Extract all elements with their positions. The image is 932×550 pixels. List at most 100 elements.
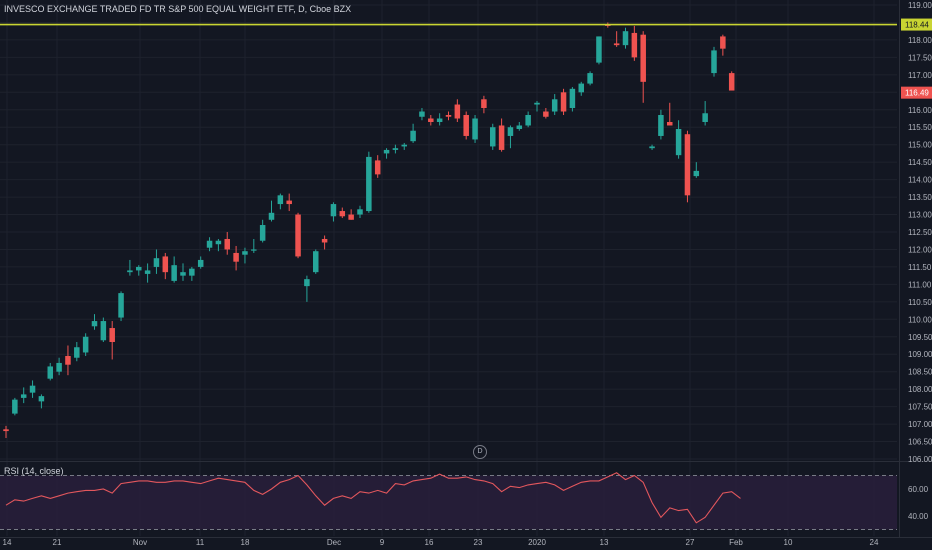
candle[interactable] — [304, 275, 310, 302]
candle-body — [383, 149, 390, 154]
time-axis[interactable]: 14 21 Nov 11 18 Dec 9 16 23 2020 13 27 Feb 10 24 — [3, 538, 879, 547]
candle[interactable] — [313, 249, 319, 274]
candle[interactable] — [82, 333, 89, 356]
candle[interactable] — [711, 46, 717, 77]
candle[interactable] — [259, 219, 266, 243]
candle[interactable] — [596, 36, 602, 65]
candle[interactable] — [728, 71, 735, 91]
candle[interactable] — [374, 155, 381, 178]
timeframe-marker-button[interactable]: D — [473, 445, 487, 459]
candle[interactable] — [74, 342, 80, 362]
rsi-label[interactable]: RSI (14, close) — [4, 466, 64, 476]
candle[interactable] — [321, 235, 328, 250]
candle[interactable] — [693, 162, 700, 178]
rsi-line[interactable] — [5, 472, 741, 524]
candle[interactable] — [649, 144, 655, 150]
rsi-tick-label: 60.00 — [908, 485, 929, 494]
candle[interactable] — [136, 265, 142, 276]
candle[interactable] — [56, 357, 62, 376]
candle[interactable] — [268, 200, 275, 222]
candle[interactable] — [12, 397, 18, 416]
candle-body — [613, 43, 620, 46]
candle[interactable] — [481, 95, 487, 114]
candle[interactable] — [675, 120, 682, 159]
candle[interactable] — [525, 111, 531, 128]
candle[interactable] — [29, 380, 36, 398]
candle[interactable] — [498, 118, 505, 152]
candle[interactable] — [436, 113, 443, 126]
candle[interactable] — [658, 109, 664, 140]
candle[interactable] — [551, 94, 558, 116]
candle[interactable] — [215, 238, 222, 252]
candle[interactable] — [472, 115, 478, 143]
candle[interactable] — [569, 87, 576, 112]
candle[interactable] — [330, 202, 337, 222]
candle[interactable] — [189, 266, 195, 281]
rsi-band — [0, 475, 897, 530]
candle[interactable] — [587, 71, 593, 86]
candle[interactable] — [490, 123, 496, 150]
candle[interactable] — [144, 263, 151, 283]
candle[interactable] — [454, 99, 461, 122]
candle[interactable] — [543, 108, 549, 119]
candle[interactable] — [720, 34, 726, 56]
candle[interactable] — [419, 108, 425, 121]
candle[interactable] — [560, 88, 567, 116]
candle[interactable] — [277, 193, 284, 210]
candle[interactable] — [640, 31, 646, 103]
candle[interactable] — [702, 101, 708, 126]
candle[interactable] — [507, 125, 514, 149]
candle[interactable] — [295, 212, 301, 259]
candle[interactable] — [206, 237, 213, 252]
candle[interactable] — [516, 121, 523, 131]
candle[interactable] — [224, 232, 231, 255]
candle[interactable] — [622, 27, 629, 49]
candle-body — [268, 212, 275, 220]
candle[interactable] — [463, 111, 469, 140]
candle-body — [215, 240, 222, 245]
candle[interactable] — [428, 115, 434, 126]
candle[interactable] — [65, 345, 71, 376]
candle-body — [596, 36, 602, 63]
candle[interactable] — [366, 151, 372, 213]
candle[interactable] — [242, 247, 248, 264]
candle[interactable] — [47, 362, 54, 381]
candle[interactable] — [445, 111, 452, 121]
candle[interactable] — [286, 193, 292, 212]
candlestick-series[interactable] — [3, 22, 735, 439]
candle[interactable] — [171, 256, 177, 283]
candle[interactable] — [392, 144, 399, 154]
price-tick-label: 111.50 — [908, 263, 932, 272]
candle[interactable] — [613, 31, 620, 47]
candle[interactable] — [197, 256, 204, 269]
candle[interactable] — [109, 321, 115, 360]
candle[interactable] — [3, 425, 9, 439]
candle[interactable] — [383, 148, 390, 159]
horizontal-line-price-tag[interactable] — [901, 18, 932, 31]
candle-body — [374, 160, 381, 175]
candle[interactable] — [667, 102, 673, 126]
candle[interactable] — [233, 245, 239, 271]
price-axis[interactable]: 106.00 106.50 107.00 107.50 108.00 108.50 109.… — [901, 1, 932, 521]
candle[interactable] — [631, 25, 638, 61]
candle[interactable] — [339, 207, 346, 219]
candle[interactable] — [91, 314, 98, 330]
candle[interactable] — [251, 238, 257, 253]
candle[interactable] — [348, 209, 354, 220]
candle[interactable] — [180, 263, 186, 281]
candle[interactable] — [684, 130, 691, 203]
candle[interactable] — [38, 394, 45, 409]
candle[interactable] — [534, 101, 540, 112]
candle[interactable] — [118, 291, 124, 322]
candle[interactable] — [100, 317, 107, 343]
candle-body — [47, 366, 53, 379]
candle[interactable] — [20, 387, 27, 404]
candle[interactable] — [153, 249, 160, 274]
candle[interactable] — [162, 252, 169, 280]
candle[interactable] — [127, 259, 133, 276]
candle[interactable] — [401, 142, 408, 150]
candle[interactable] — [578, 81, 585, 96]
candle[interactable] — [357, 205, 363, 219]
candle[interactable] — [410, 123, 416, 143]
